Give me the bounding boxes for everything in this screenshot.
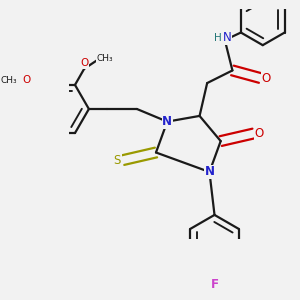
Text: S: S xyxy=(114,154,121,166)
Text: F: F xyxy=(211,278,218,291)
Text: O: O xyxy=(22,75,31,85)
Text: O: O xyxy=(261,71,271,85)
Text: N: N xyxy=(205,166,214,178)
Text: N: N xyxy=(223,31,232,44)
Text: CH₃: CH₃ xyxy=(97,54,113,63)
Text: H: H xyxy=(214,33,222,43)
Text: O: O xyxy=(255,127,264,140)
Text: N: N xyxy=(162,115,172,128)
Text: CH₃: CH₃ xyxy=(1,76,18,85)
Text: O: O xyxy=(80,58,88,68)
